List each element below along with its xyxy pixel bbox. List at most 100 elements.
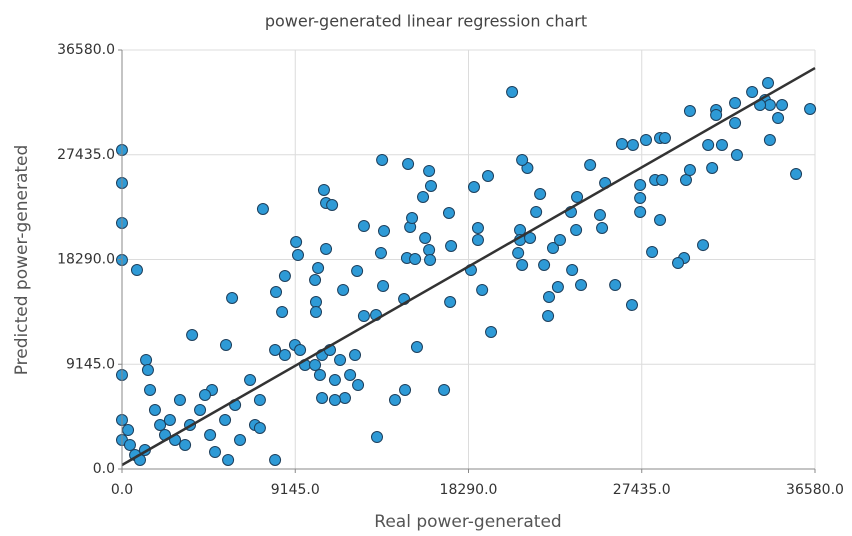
point (551, 280, 564, 293)
point (506, 86, 519, 99)
point (679, 174, 692, 187)
point (130, 264, 143, 277)
point (763, 134, 776, 147)
point (312, 261, 325, 274)
point (609, 279, 622, 292)
point (516, 258, 529, 271)
point (276, 305, 289, 318)
point (442, 206, 455, 219)
point (320, 242, 333, 255)
point (378, 224, 391, 237)
point (423, 164, 436, 177)
x-tick-label: 36580.0 (786, 482, 844, 498)
point (399, 383, 412, 396)
point (352, 379, 365, 392)
point (317, 183, 330, 196)
point (776, 98, 789, 111)
point (234, 434, 247, 447)
regression-line (121, 67, 816, 467)
point (376, 153, 389, 166)
point (730, 149, 743, 162)
point (538, 258, 551, 271)
point (244, 373, 257, 386)
point (140, 353, 153, 366)
point (316, 391, 329, 404)
point (370, 431, 383, 444)
point (334, 353, 347, 366)
point (593, 209, 606, 222)
point (253, 394, 266, 407)
point (615, 138, 628, 151)
x-tick-label: 18290.0 (440, 482, 498, 498)
point (419, 231, 432, 244)
point (219, 413, 232, 426)
point (683, 105, 696, 118)
point (646, 246, 659, 259)
point (122, 424, 135, 437)
point (634, 191, 647, 204)
point (351, 264, 364, 277)
point (144, 383, 157, 396)
point (423, 243, 436, 256)
point (148, 404, 161, 417)
point (374, 246, 387, 259)
point (534, 187, 547, 200)
point (543, 290, 556, 303)
point (746, 86, 759, 99)
point (209, 446, 222, 459)
point (554, 234, 567, 247)
point (402, 157, 415, 170)
point (445, 239, 458, 252)
point (269, 343, 282, 356)
point (702, 138, 715, 151)
point (278, 269, 291, 282)
point (566, 264, 579, 277)
point (658, 131, 671, 144)
point (683, 164, 696, 177)
point (173, 394, 186, 407)
point (294, 343, 307, 356)
point (154, 419, 167, 432)
point (697, 239, 710, 252)
x-tick-label: 0.0 (111, 482, 133, 498)
point (220, 338, 233, 351)
y-tick-label: 36580.0 (57, 42, 115, 58)
point (309, 305, 322, 318)
x-tick-label: 9145.0 (271, 482, 320, 498)
point (309, 274, 322, 287)
point (476, 283, 489, 296)
point (253, 421, 266, 434)
point (640, 134, 653, 147)
point (530, 205, 543, 218)
point (571, 190, 584, 203)
plot-area (116, 67, 817, 467)
point (710, 108, 723, 121)
point (762, 76, 775, 89)
point (482, 169, 495, 182)
point (772, 112, 785, 125)
x-tick-label: 27435.0 (613, 482, 671, 498)
point (715, 138, 728, 151)
point (256, 202, 269, 215)
point (270, 286, 283, 299)
point (326, 198, 339, 211)
point (344, 368, 357, 381)
point (410, 341, 423, 354)
axes: 0.0 9145.0 18290.0 27435.0 36580.0 0.0 9145.0 1… (57, 42, 844, 498)
point (337, 283, 350, 296)
point (179, 438, 192, 451)
point (471, 222, 484, 235)
point (186, 328, 199, 341)
point (790, 168, 803, 181)
point (444, 295, 457, 308)
point (313, 368, 326, 381)
y-tick-label: 0.0 (93, 461, 115, 477)
point (309, 358, 322, 371)
point (424, 253, 437, 266)
point (388, 394, 401, 407)
point (409, 253, 422, 266)
point (485, 326, 498, 339)
point (406, 212, 419, 225)
point (349, 349, 362, 362)
